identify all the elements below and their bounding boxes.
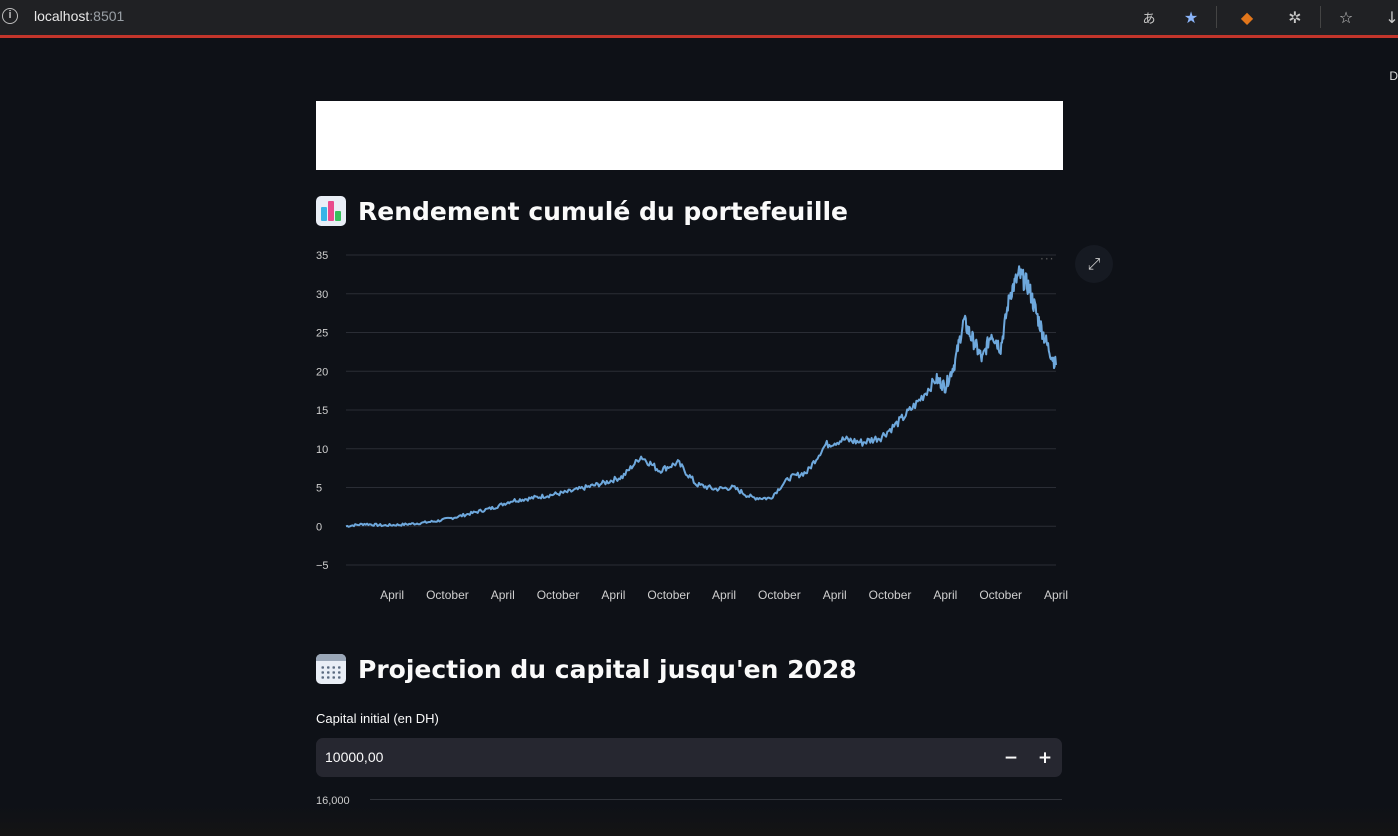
url-port: :8501	[89, 8, 125, 24]
x-tick-label: April	[823, 588, 847, 602]
x-tick-label: April	[933, 588, 957, 602]
capital-number-input[interactable]: 10000,00 − +	[316, 738, 1062, 777]
extensions-puzzle-icon[interactable]: ✲	[1288, 7, 1302, 27]
toolbar-divider	[1216, 6, 1217, 28]
downloads-icon[interactable]: ↓	[1385, 7, 1398, 27]
capital-projection-title: Projection du capital jusqu'en 2028	[316, 654, 857, 684]
x-tick-label: April	[1044, 588, 1068, 602]
y-tick-label: 35	[316, 250, 328, 262]
y-tick-label: 30	[316, 289, 328, 301]
bar-chart-icon	[316, 196, 346, 226]
portfolio-return-title: Rendement cumulé du portefeuille	[316, 196, 848, 226]
projection-chart-y-tick: 16,000	[316, 795, 350, 807]
x-tick-label: October	[869, 588, 912, 602]
x-tick-label: April	[491, 588, 515, 602]
increment-button[interactable]: +	[1037, 747, 1053, 768]
bookmark-star-icon[interactable]: ★	[1183, 7, 1199, 27]
favorites-icon[interactable]: ☆	[1338, 7, 1354, 27]
decrement-button[interactable]: −	[1003, 747, 1019, 768]
x-tick-label: October	[647, 588, 690, 602]
y-tick-label: 15	[316, 405, 328, 417]
fullscreen-expand-icon[interactable]: ⤢	[1075, 245, 1113, 283]
y-tick-label: 5	[316, 483, 322, 495]
metamask-extension-icon[interactable]: ◆	[1240, 7, 1254, 27]
projection-chart-gridline	[370, 799, 1062, 800]
y-tick-label: 20	[316, 366, 328, 378]
browser-toolbar: i localhost:8501 あ ★ ◆ ✲ ☆ ↓	[0, 0, 1398, 38]
chart-menu-icon[interactable]: ···	[1040, 252, 1055, 266]
translate-icon[interactable]: あ	[1142, 11, 1156, 27]
x-tick-label: October	[537, 588, 580, 602]
y-tick-label: 0	[316, 521, 322, 533]
y-tick-label: 10	[316, 444, 328, 456]
y-tick-label: 25	[316, 328, 328, 340]
calendar-icon	[316, 654, 346, 684]
x-tick-label: April	[380, 588, 404, 602]
portfolio-return-title-text: Rendement cumulé du portefeuille	[358, 196, 849, 226]
x-tick-label: October	[426, 588, 469, 602]
x-tick-label: April	[601, 588, 625, 602]
capital-input-label: Capital initial (en DH)	[316, 711, 439, 726]
x-tick-label: October	[758, 588, 801, 602]
y-tick-label: −5	[316, 560, 329, 572]
cumulative-return-line[interactable]	[345, 265, 1057, 528]
corner-label: D	[1389, 69, 1398, 83]
bottom-edge	[0, 806, 1398, 836]
x-tick-label: April	[712, 588, 736, 602]
capital-projection-title-text: Projection du capital jusqu'en 2028	[358, 654, 857, 684]
x-tick-label: October	[979, 588, 1022, 602]
address-bar[interactable]: localhost:8501	[34, 8, 124, 24]
site-info-icon[interactable]: i	[2, 8, 18, 24]
toolbar-divider	[1320, 6, 1321, 28]
url-host: localhost	[34, 8, 90, 24]
cumulative-return-chart[interactable]: 35 30 25 20 15 10 5 0 −5 April October April October…	[316, 243, 1076, 613]
white-banner	[316, 101, 1063, 170]
capital-input-value[interactable]: 10000,00	[325, 749, 384, 765]
